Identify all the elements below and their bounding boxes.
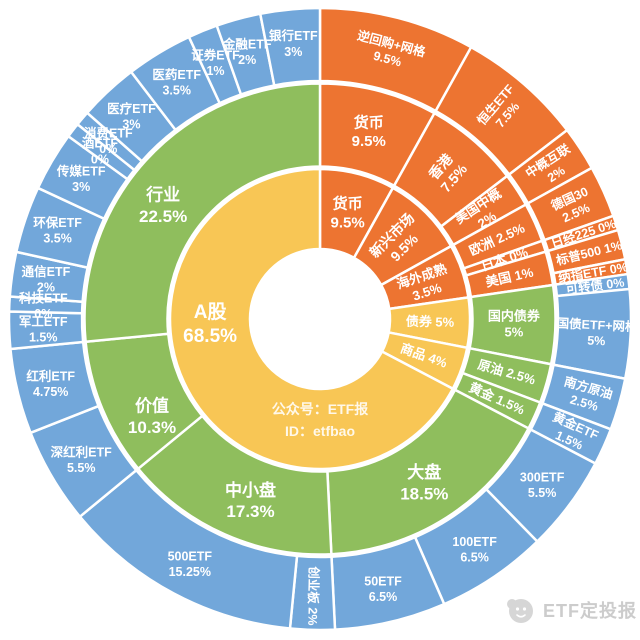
label-创业板: 创业板 2% [305, 565, 321, 625]
svg-text:大盘: 大盘 [407, 462, 441, 482]
label-A股: A股 68.5% [183, 301, 237, 347]
svg-text:国债ETF+网格: 国债ETF+网格 [556, 315, 638, 334]
svg-text:17.3%: 17.3% [226, 502, 274, 521]
svg-text:价值: 价值 [135, 396, 169, 416]
label-国债ETF+网格: 国债ETF+网格5% [556, 315, 638, 348]
svg-text:22.5%: 22.5% [139, 207, 187, 226]
label-货币: 货币 9.5% [330, 195, 364, 232]
label-深红利ETF: 深红利ETF 5.5% [51, 444, 112, 475]
svg-text:3%: 3% [284, 45, 302, 59]
svg-text:行业: 行业 [145, 185, 180, 205]
svg-text:2%: 2% [37, 281, 55, 295]
label-可转债: 可转债 0% [565, 275, 625, 297]
svg-text:债券 5%: 债券 5% [406, 314, 455, 330]
watermark: ETF定投报 [504, 594, 637, 626]
svg-text:环保ETF: 环保ETF [33, 215, 82, 230]
svg-text:国内债券: 国内债券 [488, 308, 541, 323]
slice-r2-行业 [83, 82, 322, 343]
svg-text:5%: 5% [587, 333, 606, 348]
svg-text:0%: 0% [99, 142, 117, 156]
label-通信ETF: 通信ETF 2% [22, 264, 71, 295]
label-消费ETF: 消费ETF 0% [84, 125, 133, 156]
svg-text:货币: 货币 [333, 195, 363, 213]
svg-text:科技ETF: 科技ETF [19, 291, 68, 306]
label-军工ETF: 军工ETF 1.5% [19, 314, 68, 345]
label-行业: 行业 22.5% [139, 185, 187, 226]
svg-text:100ETF: 100ETF [452, 535, 497, 549]
slice-r3-银行ETF [259, 6, 322, 87]
label-医疗ETF: 医疗ETF 3% [107, 101, 156, 132]
svg-text:证券ETF: 证券ETF [191, 47, 240, 62]
svg-text:深红利ETF: 深红利ETF [51, 444, 112, 459]
svg-text:2%: 2% [238, 53, 256, 67]
label-价值: 价值 10.3% [128, 396, 176, 437]
svg-text:可转债 0%: 可转债 0% [565, 275, 625, 297]
svg-text:5%: 5% [505, 325, 524, 340]
svg-text:传媒ETF: 传媒ETF [56, 164, 106, 179]
svg-text:3.5%: 3.5% [162, 83, 191, 97]
svg-text:消费ETF: 消费ETF [84, 125, 133, 140]
svg-text:3%: 3% [122, 118, 140, 132]
svg-text:5.5%: 5.5% [67, 461, 96, 475]
svg-text:1.5%: 1.5% [29, 331, 58, 345]
svg-text:医药ETF: 医药ETF [152, 67, 201, 82]
svg-text:5.5%: 5.5% [528, 486, 557, 500]
svg-text:0%: 0% [91, 152, 109, 166]
svg-text:3.5%: 3.5% [43, 232, 72, 246]
label-300ETF: 300ETF 5.5% [520, 470, 565, 500]
label-大盘: 大盘 18.5% [400, 462, 448, 503]
label-环保ETF: 环保ETF 3.5% [33, 215, 82, 246]
svg-text:通信ETF: 通信ETF [22, 264, 71, 279]
svg-text:9.5%: 9.5% [330, 215, 364, 232]
svg-text:10.3%: 10.3% [128, 418, 176, 437]
svg-text:9.5%: 9.5% [352, 133, 386, 150]
svg-text:军工ETF: 军工ETF [19, 314, 68, 329]
svg-text:1%: 1% [206, 64, 224, 78]
label-500ETF: 500ETF 15.25% [168, 549, 213, 579]
label-银行ETF: 银行ETF 3% [269, 28, 318, 59]
watermark-logo-icon [507, 599, 533, 623]
svg-text:创业板 2%: 创业板 2% [305, 565, 321, 625]
svg-text:金融ETF: 金融ETF [222, 37, 272, 52]
label-中小盘: 中小盘 17.3% [225, 480, 276, 521]
svg-text:酒ETF: 酒ETF [82, 137, 118, 151]
svg-text:货币: 货币 [354, 113, 384, 131]
svg-text:医疗ETF: 医疗ETF [107, 101, 156, 116]
label-证券ETF: 证券ETF 1% [191, 47, 240, 78]
svg-text:中小盘: 中小盘 [225, 480, 276, 500]
label-货币: 货币 9.5% [352, 113, 386, 150]
label-国内债券: 国内债券 5% [488, 308, 541, 339]
svg-text:68.5%: 68.5% [183, 326, 237, 347]
svg-text:6.5%: 6.5% [369, 590, 398, 604]
svg-text:红利ETF: 红利ETF [26, 369, 75, 384]
svg-text:3%: 3% [72, 180, 90, 194]
svg-text:0%: 0% [34, 307, 52, 321]
slice-r1-A股 [168, 167, 455, 471]
svg-text:A股: A股 [194, 301, 227, 323]
svg-text:18.5%: 18.5% [400, 485, 448, 504]
svg-text:50ETF: 50ETF [364, 575, 402, 589]
svg-text:9.5%: 9.5% [372, 49, 403, 70]
svg-text:15.25%: 15.25% [169, 565, 211, 579]
svg-text:6.5%: 6.5% [460, 550, 489, 564]
svg-text:300ETF: 300ETF [520, 470, 565, 484]
svg-text:4.75%: 4.75% [33, 385, 68, 399]
svg-text:银行ETF: 银行ETF [269, 28, 318, 43]
svg-text:500ETF: 500ETF [168, 549, 213, 563]
watermark-text: ETF定投报 [543, 601, 637, 621]
label-债券: 债券 5% [406, 314, 455, 330]
